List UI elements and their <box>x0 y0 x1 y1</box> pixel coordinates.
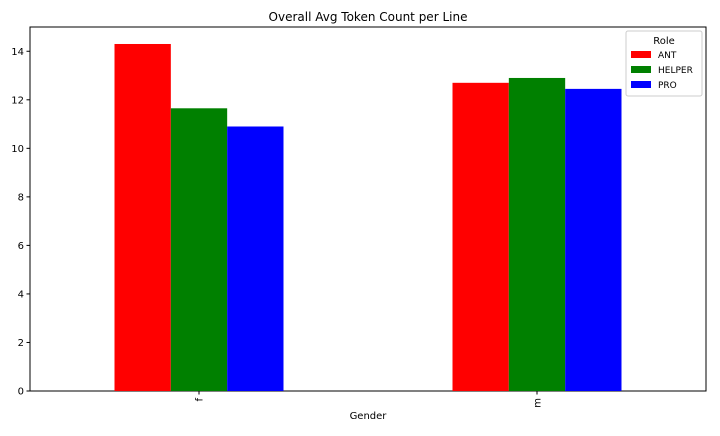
legend-swatch-ant <box>631 51 651 58</box>
y-tick-label: 14 <box>11 47 24 58</box>
legend-box <box>625 30 703 97</box>
bars-group <box>114 43 622 392</box>
y-tick-label: 8 <box>18 192 24 203</box>
y-tick-label: 6 <box>18 241 24 252</box>
x-axis-label: Gender <box>350 411 388 422</box>
legend-swatch-pro <box>631 81 651 88</box>
bar-pro-m <box>565 88 622 391</box>
legend-label-ant: ANT <box>658 51 677 61</box>
x-tick-label: f <box>195 398 206 402</box>
y-tick-label: 2 <box>18 338 24 349</box>
y-axis: 0 2 4 6 8 10 12 14 <box>11 47 30 398</box>
x-tick-label: m <box>533 398 544 408</box>
y-tick-label: 4 <box>18 289 24 300</box>
chart-title: Overall Avg Token Count per Line <box>269 10 468 24</box>
legend: Role ANT HELPER PRO <box>625 30 703 97</box>
plot-area <box>29 26 707 392</box>
legend-label-pro: PRO <box>658 81 677 91</box>
legend-label-helper: HELPER <box>658 66 693 76</box>
bar-helper-m <box>508 77 566 392</box>
legend-title: Role <box>653 36 675 47</box>
legend-swatch-helper <box>631 66 651 73</box>
bar-ant-m <box>452 82 509 392</box>
y-tick-label: 12 <box>11 95 24 106</box>
y-tick-label: 10 <box>11 144 24 155</box>
bar-ant-f <box>114 43 171 392</box>
y-tick-label: 0 <box>18 387 24 398</box>
bar-helper-f <box>170 108 228 391</box>
bar-pro-f <box>227 126 284 391</box>
